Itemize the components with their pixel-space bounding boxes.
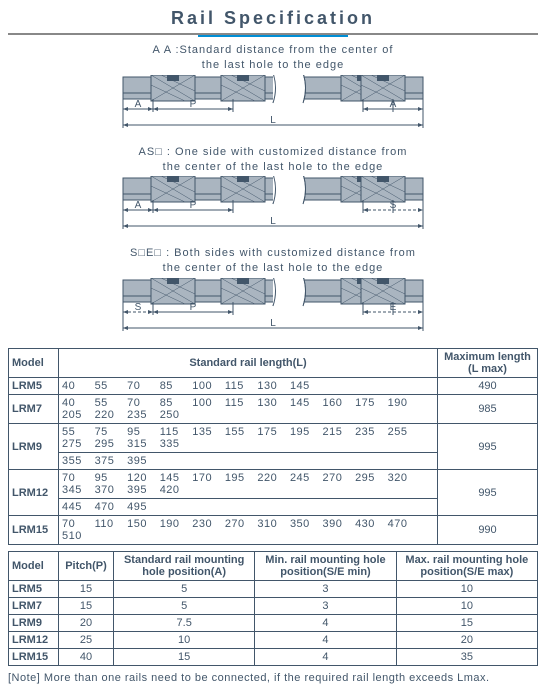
table-row: LRM5 15 5 3 10 [9,581,538,598]
cell-lengths: 70 95 120 145 170 195 220 245 270 295 32… [59,470,438,499]
cell-model: LRM7 [9,598,59,615]
cell-model: LRM5 [9,378,59,395]
svg-text:E: E [390,302,397,313]
cell-max: 10 [396,598,537,615]
cell-pitch: 20 [59,615,114,632]
th2-max-se: Max. rail mounting hole position(S/E max… [396,552,537,581]
cell-model: LRM12 [9,470,59,516]
cell-lengths: 40 55 70 85 100 115 130 145 [59,378,438,395]
cell-pitch: 15 [59,581,114,598]
table-row: LRM12 70 95 120 145 170 195 220 245 270 … [9,470,538,499]
cell-lengths: 55 75 95 115 135 155 175 195 215 235 255… [59,424,438,453]
cell-pitch: 25 [59,632,114,649]
th2-std-a: Standard rail mounting hole position(A) [114,552,255,581]
cell-model: LRM15 [9,516,59,545]
table-row: LRM15 40 15 4 35 [9,649,538,666]
svg-text:L: L [270,115,276,126]
cell-max: 985 [438,395,538,424]
diagram-block: A A :Standard distance from the center o… [8,43,538,137]
cell-pitch: 40 [59,649,114,666]
cell-a: 5 [114,581,255,598]
diagram-label: S□E□ : Both sides with customized distan… [8,246,538,276]
cell-max: 995 [438,470,538,516]
cell-max: 10 [396,581,537,598]
cell-min: 4 [255,649,396,666]
cell-lengths: 70 110 150 190 230 270 310 350 390 430 4… [59,516,438,545]
table-row: LRM7 15 5 3 10 [9,598,538,615]
cell-lengths: 40 55 70 85 100 115 130 145 160 175 190 … [59,395,438,424]
cell-model: LRM9 [9,615,59,632]
diagram-block: AS□ : One side with customized distance … [8,145,538,239]
table-row: LRM12 25 10 4 20 [9,632,538,649]
cell-lengths: 445 470 495 [59,499,438,516]
svg-text:A: A [390,99,397,110]
cell-max: 20 [396,632,537,649]
cell-min: 3 [255,581,396,598]
cell-min: 3 [255,598,396,615]
table-row: LRM9 20 7.5 4 15 [9,615,538,632]
table-row: LRM5 40 55 70 85 100 115 130 145 490 [9,378,538,395]
cell-min: 4 [255,632,396,649]
svg-text:L: L [270,318,276,329]
svg-text:S: S [135,302,142,313]
svg-text:P: P [190,200,197,211]
th-model: Model [9,349,59,378]
table-row: LRM9 55 75 95 115 135 155 175 195 215 23… [9,424,538,453]
th2-min-se: Min. rail mounting hole position(S/E min… [255,552,396,581]
cell-lengths: 355 375 395 [59,453,438,470]
cell-max: 35 [396,649,537,666]
th-max-length: Maximum length (L max) [438,349,538,378]
page-title: Rail Specification [8,8,538,35]
table-row: LRM7 40 55 70 85 100 115 130 145 160 175… [9,395,538,424]
cell-a: 10 [114,632,255,649]
cell-min: 4 [255,615,396,632]
diagram-label: AS□ : One side with customized distance … [8,145,538,175]
cell-pitch: 15 [59,598,114,615]
cell-a: 15 [114,649,255,666]
diagram-block: S□E□ : Both sides with customized distan… [8,246,538,340]
cell-a: 5 [114,598,255,615]
cell-model: LRM5 [9,581,59,598]
cell-max: 490 [438,378,538,395]
cell-max: 990 [438,516,538,545]
rail-diagram: A P S L [103,176,443,238]
cell-max: 995 [438,424,538,470]
cell-model: LRM15 [9,649,59,666]
svg-text:A: A [135,200,142,211]
rail-diagram: A P A L [103,75,443,137]
footnote: [Note] More than one rails need to be co… [8,672,538,684]
cell-model: LRM12 [9,632,59,649]
svg-text:P: P [190,302,197,313]
cell-max: 15 [396,615,537,632]
diagrams-container: A A :Standard distance from the center o… [8,43,538,340]
cell-model: LRM7 [9,395,59,424]
th-std-length: Standard rail length(L) [59,349,438,378]
cell-a: 7.5 [114,615,255,632]
svg-text:L: L [270,216,276,227]
mounting-position-table: Model Pitch(P) Standard rail mounting ho… [8,551,538,666]
svg-text:S: S [390,200,397,211]
svg-text:P: P [190,99,197,110]
cell-model: LRM9 [9,424,59,470]
svg-text:A: A [135,99,142,110]
rail-diagram: S P E L [103,278,443,340]
table-row: LRM15 70 110 150 190 230 270 310 350 390… [9,516,538,545]
diagram-label: A A :Standard distance from the center o… [8,43,538,73]
th2-model: Model [9,552,59,581]
standard-length-table: Model Standard rail length(L) Maximum le… [8,348,538,545]
th2-pitch: Pitch(P) [59,552,114,581]
